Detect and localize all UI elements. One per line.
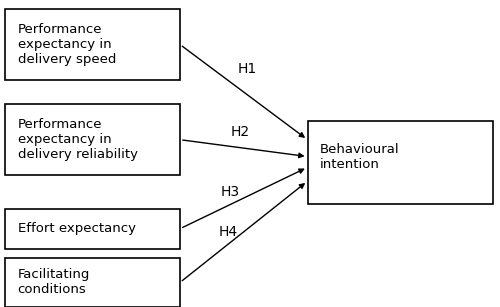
- Bar: [5, 258, 180, 307]
- Bar: [5, 9, 180, 80]
- Text: Performance
expectancy in
delivery speed: Performance expectancy in delivery speed: [18, 23, 116, 66]
- Bar: [308, 121, 492, 204]
- Text: Effort expectancy: Effort expectancy: [18, 222, 136, 235]
- Bar: [5, 209, 180, 249]
- Text: Performance
expectancy in
delivery reliability: Performance expectancy in delivery relia…: [18, 118, 138, 161]
- Text: H3: H3: [220, 185, 240, 199]
- Text: H2: H2: [231, 125, 250, 138]
- Text: Facilitating
conditions: Facilitating conditions: [18, 268, 90, 297]
- Text: H4: H4: [218, 225, 238, 239]
- Bar: [5, 104, 180, 175]
- Text: Behavioural
intention: Behavioural intention: [320, 142, 400, 171]
- Text: H1: H1: [238, 62, 258, 76]
